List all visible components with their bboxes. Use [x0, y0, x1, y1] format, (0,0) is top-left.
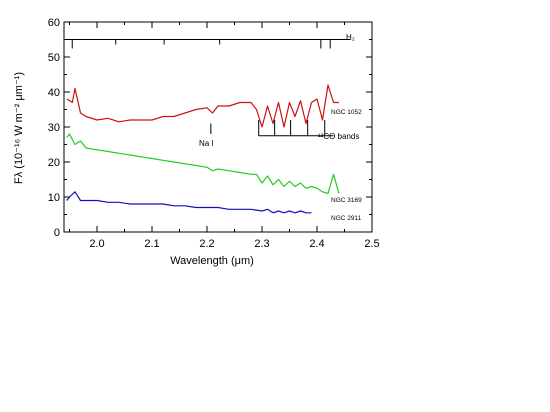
label-h2: H₂ [346, 33, 355, 42]
y-tick-label: 0 [54, 227, 60, 239]
label-ngc2911: NGC 2911 [331, 215, 362, 222]
y-axis-title: Fλ (10⁻¹⁶ W m⁻² μm⁻¹) [13, 72, 25, 184]
label-ngc3169: NGC 3169 [331, 197, 362, 204]
series-ngc-2911 [66, 191, 312, 214]
x-axis-title: Wavelength (μm) [170, 255, 254, 267]
y-tick-label: 20 [48, 157, 60, 169]
y-tick-label: 40 [48, 87, 60, 99]
plot-frame [63, 21, 373, 233]
x-tick-label: 2.1 [144, 238, 159, 250]
x-tick-label: 2.4 [309, 238, 324, 250]
label-co-bands: ¹²CO bands [318, 132, 359, 141]
y-tick-label: 50 [48, 52, 60, 64]
x-tick-label: 2.0 [89, 238, 104, 250]
x-tick-label: 2.2 [199, 238, 214, 250]
y-tick-label: 60 [48, 17, 60, 29]
x-tick-label: 2.5 [364, 238, 379, 250]
label-nai: Na I [199, 139, 214, 148]
x-tick-label: 2.3 [254, 238, 269, 250]
label-ngc1052: NGC 1052 [331, 109, 362, 116]
series-ngc-1052 [66, 84, 339, 128]
axis-ticks: 2.0 2.1 2.2 2.3 2.4 2.5 0 10 20 30 40 50 60 [48, 17, 380, 250]
annotations-layer [64, 39, 350, 137]
y-tick-label: 30 [48, 122, 60, 134]
y-tick-label: 10 [48, 192, 60, 204]
series-layer [66, 84, 340, 214]
series-ngc-3169 [66, 133, 340, 195]
